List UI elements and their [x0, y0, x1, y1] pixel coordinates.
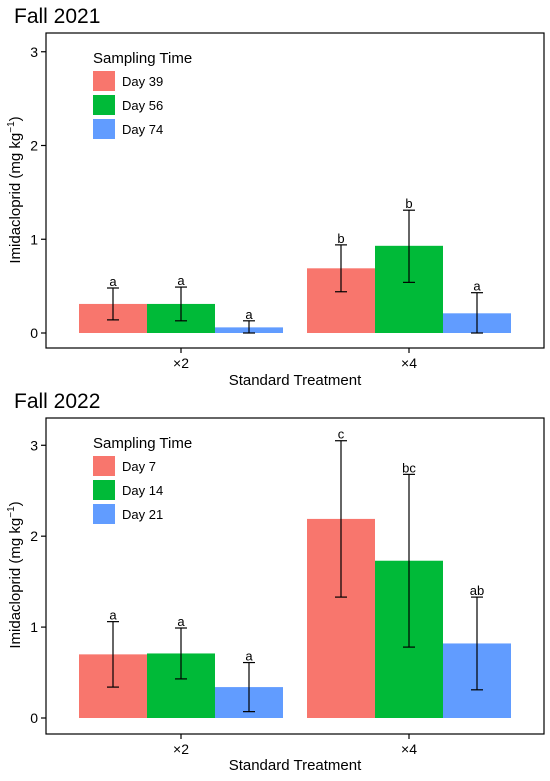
significance-label: a	[177, 273, 185, 288]
plot-frame	[45, 32, 545, 349]
x-tick-label: ×2	[173, 355, 189, 371]
y-tick-label: 2	[30, 138, 38, 154]
significance-label: a	[177, 614, 185, 629]
x-tick-label: ×4	[401, 355, 417, 371]
significance-label: a	[109, 274, 117, 289]
legend-swatch	[93, 71, 115, 91]
y-tick-label: 2	[30, 528, 38, 544]
significance-label: c	[338, 427, 345, 442]
panel-title: Fall 2022	[14, 390, 100, 413]
y-tick-label: 0	[30, 325, 38, 341]
legend-label: Day 39	[122, 74, 163, 89]
x-axis-title: Standard Treatment	[229, 757, 362, 774]
y-axis: 0 1 2 3	[30, 437, 46, 726]
legend-label: Day 74	[122, 122, 163, 137]
legend-label: Day 56	[122, 98, 163, 113]
error-bars	[107, 440, 483, 713]
significance-label: b	[405, 196, 412, 211]
legend-swatch	[93, 504, 115, 524]
x-axis: ×2 ×4	[173, 734, 417, 757]
significance-label: bc	[402, 460, 416, 475]
plot-frame	[45, 417, 545, 735]
legend-label: Day 21	[122, 507, 163, 522]
legend-swatch	[93, 456, 115, 476]
legend-title: Sampling Time	[93, 50, 192, 67]
x-axis: ×2 ×4	[173, 348, 417, 371]
y-tick-label: 3	[30, 44, 38, 60]
legend-label: Day 7	[122, 459, 156, 474]
significance-label: a	[245, 649, 253, 664]
x-tick-label: ×2	[173, 741, 189, 757]
x-axis-title: Standard Treatment	[229, 372, 362, 389]
legend-label: Day 14	[122, 483, 163, 498]
y-tick-label: 1	[30, 231, 38, 247]
y-tick-label: 0	[30, 710, 38, 726]
error-bars	[107, 209, 483, 334]
legend: Sampling Time Day 39 Day 56 Day 74	[93, 50, 192, 139]
significance-label: a	[109, 608, 117, 623]
significance-label: a	[473, 279, 481, 294]
legend-swatch	[93, 119, 115, 139]
significance-label: ab	[470, 583, 484, 598]
panel-fall-2022: Fall 2022 0 1 2 3 ×2 ×4 a c a bc a ab Imidaclopri…	[6, 390, 545, 774]
legend-swatch	[93, 480, 115, 500]
significance-labels: a c a bc a ab	[109, 427, 484, 664]
y-axis-title: Imidacloprid (mg kg−1)	[6, 116, 24, 263]
x-tick-label: ×4	[401, 741, 417, 757]
significance-labels: a b a b a a	[109, 196, 481, 322]
bars	[79, 245, 511, 333]
legend: Sampling Time Day 7 Day 14 Day 21	[93, 435, 192, 524]
bars	[79, 518, 511, 718]
significance-label: a	[245, 307, 253, 322]
y-axis-title: Imidacloprid (mg kg−1)	[6, 501, 24, 648]
y-tick-label: 3	[30, 437, 38, 453]
panel-fall-2021: Fall 2021 0 1 2 3 ×2 ×4 a b a b a a Imidacloprid …	[6, 5, 545, 389]
legend-title: Sampling Time	[93, 435, 192, 452]
y-axis: 0 1 2 3	[30, 44, 46, 341]
y-tick-label: 1	[30, 619, 38, 635]
panel-title: Fall 2021	[14, 5, 100, 28]
legend-swatch	[93, 95, 115, 115]
significance-label: b	[337, 231, 344, 246]
